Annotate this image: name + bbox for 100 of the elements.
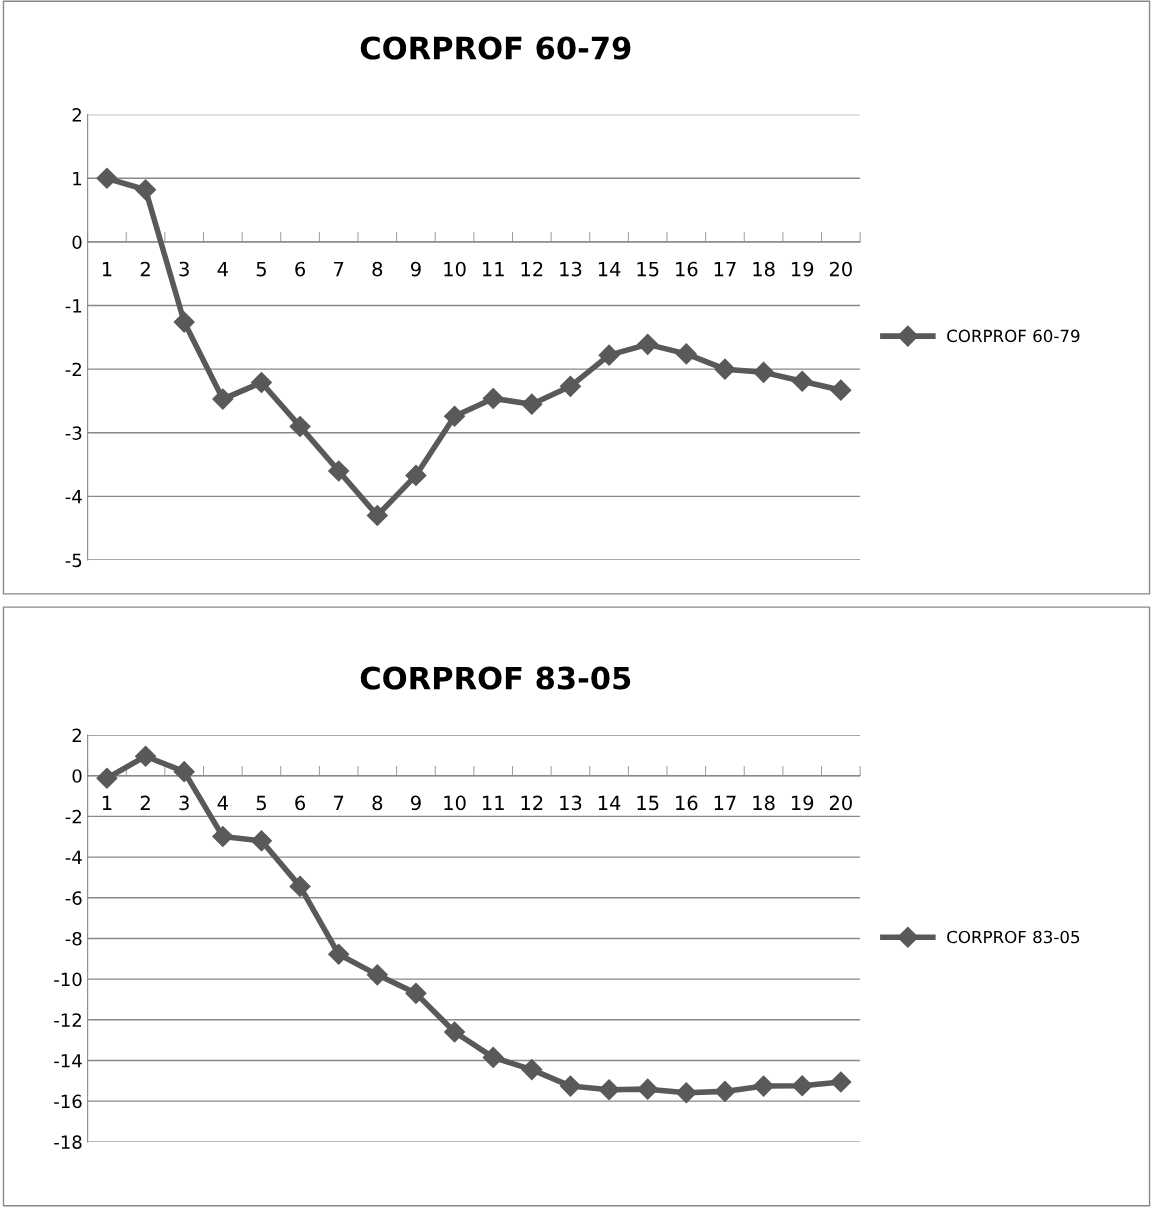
x-tick-label: 9 (410, 795, 421, 811)
y-tick-label: -18 (54, 1135, 82, 1149)
point (753, 361, 775, 383)
point (521, 393, 543, 415)
x-tick-label: 8 (372, 795, 383, 811)
point (135, 745, 157, 767)
y-tick-label: -4 (65, 850, 82, 864)
x-tick-label: 13 (560, 261, 582, 277)
y-tick-label: -16 (54, 1094, 82, 1109)
x-tick-label: 3 (179, 795, 189, 811)
y-tick-label: -8 (65, 931, 82, 946)
point (559, 1075, 581, 1097)
x-tick-label: 18 (753, 261, 775, 277)
x-tick-label: 20 (829, 261, 852, 277)
x-tick-label: 10 (444, 261, 466, 277)
y-tick-label: -12 (54, 1013, 81, 1027)
point (289, 415, 311, 437)
x-tick-label: 2 (140, 795, 150, 810)
x-tick-label: 5 (256, 261, 266, 277)
y-tick-label: -1 (65, 299, 82, 313)
point (328, 460, 350, 482)
x-tick-label: 1 (102, 261, 112, 277)
point (714, 1080, 736, 1102)
x-tick-label: 18 (753, 795, 775, 811)
point (791, 370, 813, 392)
legend-label: CORPROF 60-79 (947, 329, 1080, 343)
x-tick-label: 12 (521, 795, 543, 810)
point (714, 358, 736, 380)
x-tick-label: 11 (482, 261, 504, 277)
y-tick-label: 2 (72, 728, 81, 742)
x-tick-label: 14 (598, 261, 621, 277)
point (366, 964, 388, 986)
y-tick-label: 2 (72, 108, 81, 122)
point (250, 372, 272, 394)
y-tick-label: 0 (72, 235, 82, 250)
y-tick-label: 0 (72, 769, 82, 783)
x-tick-label: 3 (179, 261, 189, 277)
x-tick-label: 2 (140, 261, 150, 277)
point (444, 1021, 466, 1043)
x-tick-label: 8 (372, 261, 383, 277)
point (559, 375, 581, 397)
point (637, 333, 659, 355)
x-tick-label: 20 (829, 795, 852, 811)
point (482, 1046, 504, 1068)
chart-title: CORPROF 83-05 (360, 666, 631, 690)
point (482, 387, 504, 409)
x-tick-label: 6 (295, 261, 306, 277)
x-tick-label: 14 (598, 795, 621, 810)
x-tick-label: 16 (676, 261, 698, 277)
point (444, 405, 466, 427)
x-tick-label: 7 (334, 261, 344, 277)
point (289, 875, 311, 897)
x-tick-label: 19 (791, 795, 814, 811)
x-tick-label: 6 (295, 795, 306, 811)
y-tick-label: -2 (65, 809, 81, 824)
x-tick-label: 1 (102, 795, 112, 810)
point (791, 1075, 813, 1097)
x-tick-label: 15 (637, 261, 659, 277)
point (830, 1071, 852, 1093)
point (405, 464, 427, 486)
point (598, 1079, 620, 1101)
legend-label: CORPROF 83-05 (947, 930, 1080, 944)
y-tick-label: -5 (65, 553, 82, 568)
x-tick-label: 10 (444, 795, 466, 811)
x-tick-label: 17 (714, 795, 736, 810)
point (675, 1082, 697, 1104)
point (212, 826, 234, 848)
y-tick-label: -2 (65, 362, 81, 377)
x-tick-label: 4 (217, 795, 228, 810)
y-tick-label: -3 (65, 426, 82, 440)
x-tick-label: 13 (560, 795, 582, 811)
y-tick-label: -4 (65, 490, 82, 504)
x-tick-label: 11 (482, 795, 504, 810)
point (405, 982, 427, 1004)
y-tick-label: -10 (54, 972, 82, 987)
point (328, 943, 350, 965)
point (96, 167, 118, 189)
point (173, 761, 195, 783)
point (637, 1078, 659, 1100)
point (135, 179, 157, 201)
point (96, 767, 118, 789)
point (830, 379, 852, 401)
x-tick-label: 12 (521, 261, 543, 277)
point (675, 343, 697, 365)
point (598, 344, 620, 366)
x-tick-label: 17 (714, 261, 736, 277)
x-tick-label: 19 (791, 261, 814, 277)
point (753, 1075, 775, 1097)
y-tick-label: -14 (54, 1054, 82, 1068)
x-tick-label: 4 (217, 261, 228, 277)
x-tick-label: 16 (676, 795, 698, 811)
point (212, 388, 234, 410)
point (366, 504, 388, 527)
y-tick-label: -6 (65, 891, 82, 905)
x-tick-label: 9 (410, 261, 421, 277)
y-tick-label: 1 (73, 171, 82, 186)
x-tick-label: 15 (637, 795, 659, 811)
chart-title: CORPROF 60-79 (360, 36, 631, 60)
point (250, 830, 272, 852)
point (521, 1059, 543, 1081)
